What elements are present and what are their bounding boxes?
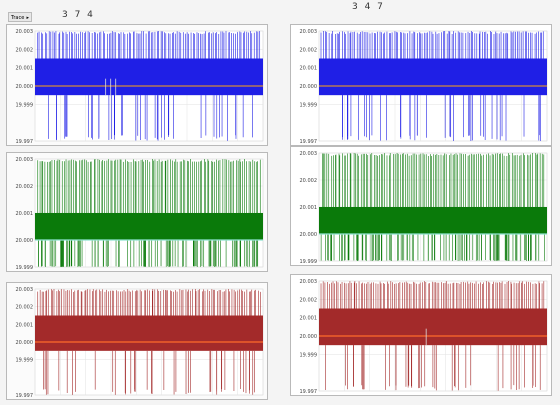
y-tick-label: 20.002 bbox=[16, 305, 34, 311]
y-tick-label: 19.999 bbox=[300, 352, 318, 358]
y-tick-label: 20.001 bbox=[16, 66, 34, 72]
column-title-left: 3 7 4 bbox=[62, 10, 95, 20]
trace-tab[interactable]: Trace ▸ bbox=[8, 12, 32, 22]
chart-svg: 20.003 20.002 20.001 20.000 19.999 19.997 bbox=[300, 29, 548, 145]
y-tick-label: 20.002 bbox=[16, 47, 34, 53]
signal-band bbox=[35, 315, 263, 351]
chart-svg: 20.003 20.002 20.001 20.000 19.999 bbox=[16, 157, 264, 271]
y-tick-label: 20.002 bbox=[300, 178, 318, 184]
chart-panel: 20.003 20.002 20.001 20.000 19.999 19.997 bbox=[290, 24, 552, 146]
signal-band bbox=[35, 58, 263, 96]
y-tick-label: 20.000 bbox=[16, 84, 34, 90]
signal-band bbox=[319, 207, 547, 234]
y-tick-label: 20.001 bbox=[300, 205, 318, 211]
y-tick-label: 19.999 bbox=[16, 358, 34, 364]
signal-band bbox=[319, 58, 547, 96]
y-tick-label: 20.000 bbox=[16, 238, 34, 244]
y-tick-label: 20.003 bbox=[300, 279, 318, 285]
y-tick-label: 19.999 bbox=[16, 102, 34, 108]
signal-band bbox=[35, 213, 263, 240]
y-tick-label: 19.999 bbox=[16, 265, 34, 271]
y-tick-label: 20.003 bbox=[16, 287, 34, 293]
trace-tab-label: Trace bbox=[11, 15, 25, 21]
y-tick-label: 20.000 bbox=[16, 340, 34, 346]
y-tick-label: 20.003 bbox=[16, 157, 34, 163]
chevron-right-icon: ▸ bbox=[26, 15, 29, 21]
y-tick-label: 20.001 bbox=[300, 316, 318, 322]
y-tick-label: 20.000 bbox=[300, 334, 318, 340]
chart-svg: 20.003 20.002 20.001 20.000 19.999 19.997 bbox=[16, 287, 264, 399]
chart-panel: 20.003 20.002 20.001 20.000 19.999 19.997 bbox=[6, 24, 268, 146]
column-title-right: 3 4 7 bbox=[352, 2, 385, 12]
y-tick-label: 20.002 bbox=[16, 184, 34, 190]
chart-svg: 20.003 20.002 20.001 20.000 19.999 bbox=[300, 151, 548, 265]
y-tick-label: 20.003 bbox=[300, 29, 318, 35]
y-tick-label: 20.001 bbox=[16, 322, 34, 328]
y-tick-label: 20.003 bbox=[16, 29, 34, 35]
y-tick-label: 19.997 bbox=[16, 139, 34, 145]
y-tick-label: 19.997 bbox=[300, 139, 318, 145]
y-tick-label: 20.001 bbox=[300, 66, 318, 72]
chart-svg: 20.003 20.002 20.001 20.000 19.999 19.997 bbox=[16, 29, 264, 145]
y-tick-label: 20.000 bbox=[300, 84, 318, 90]
chart-panel: 20.003 20.002 20.001 20.000 19.999 bbox=[290, 146, 552, 266]
y-tick-label: 20.003 bbox=[300, 151, 318, 157]
y-tick-label: 19.997 bbox=[300, 389, 318, 395]
chart-svg: 20.003 20.002 20.001 20.000 19.999 19.997 bbox=[300, 279, 548, 395]
y-tick-label: 19.997 bbox=[16, 393, 34, 399]
y-tick-label: 20.001 bbox=[16, 211, 34, 217]
y-tick-label: 20.002 bbox=[300, 47, 318, 53]
chart-panel: 20.003 20.002 20.001 20.000 19.999 19.997 bbox=[6, 282, 268, 400]
y-tick-label: 20.000 bbox=[300, 232, 318, 238]
chart-panel: 20.003 20.002 20.001 20.000 19.999 19.997 bbox=[290, 274, 552, 396]
y-tick-label: 19.999 bbox=[300, 102, 318, 108]
signal-band bbox=[319, 308, 547, 346]
y-tick-label: 19.999 bbox=[300, 259, 318, 265]
chart-panel: 20.003 20.002 20.001 20.000 19.999 bbox=[6, 152, 268, 272]
y-tick-label: 20.002 bbox=[300, 297, 318, 303]
